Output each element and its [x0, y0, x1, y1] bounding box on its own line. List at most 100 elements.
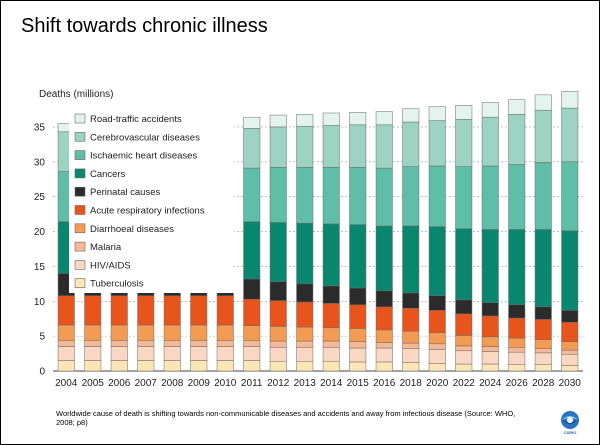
bar-segment [508, 229, 526, 305]
bar-segment [296, 283, 314, 303]
x-tick-label: 2024 [479, 378, 502, 389]
bar-segment [428, 226, 446, 296]
bar-segment [534, 364, 552, 372]
bar-segment [481, 116, 499, 167]
bar-segment [57, 360, 75, 372]
bar-segment [322, 223, 340, 287]
y-tick-label: 5 [39, 332, 45, 343]
bar-segment [216, 360, 234, 372]
legend-label: Road-traffic accidents [90, 114, 182, 125]
y-tick-label: 30 [34, 157, 46, 168]
bar-segment [375, 111, 393, 126]
bar-segment [190, 295, 208, 326]
svg-text:CSIRO: CSIRO [564, 430, 577, 435]
legend-label: Ischaemic heart diseases [90, 151, 197, 162]
legend-label: Cancers [90, 169, 126, 180]
bar-segment [163, 360, 181, 372]
bar-segment [296, 167, 314, 224]
x-tick-label: 2020 [426, 378, 449, 389]
bar-segment [428, 295, 446, 311]
bar-segment [216, 324, 234, 341]
slide-caption: Worldwide cause of death is shifting tow… [56, 409, 516, 427]
y-tick-label: 10 [34, 297, 46, 308]
bar-segment [243, 221, 261, 280]
x-tick-label: 2014 [320, 378, 343, 389]
legend-swatch [74, 205, 86, 215]
bar-segment [296, 222, 314, 285]
x-tick-label: 2013 [294, 378, 317, 389]
legend-swatch [74, 223, 86, 234]
bar-segment [534, 319, 552, 340]
bar-segment [322, 167, 340, 225]
bar-segment [216, 340, 234, 347]
bar-segment [455, 363, 473, 372]
bar-segment [561, 341, 579, 351]
bar-segment [455, 228, 473, 301]
bar-segment [508, 114, 526, 165]
bar-segment [428, 349, 446, 364]
bar-segment [349, 287, 367, 305]
bar-segment [269, 347, 287, 362]
bar-segment [508, 347, 526, 353]
bar-segment [534, 348, 552, 354]
x-tick-label: 2004 [55, 378, 78, 389]
bar-segment [349, 167, 367, 225]
bar-segment [269, 300, 287, 327]
bar-segment [243, 116, 261, 129]
bar-segment [561, 365, 579, 372]
bar-segment [269, 126, 287, 168]
bar-segment [243, 167, 261, 223]
bar-segment [534, 229, 552, 308]
bar-segment [110, 295, 128, 326]
legend-swatch [74, 150, 86, 160]
bar-segment [163, 346, 181, 361]
y-tick-label: 20 [34, 227, 46, 238]
bar-segment [322, 347, 340, 362]
bar-segment [534, 109, 552, 163]
bar-segment [508, 304, 526, 319]
bar-segment [296, 340, 314, 348]
x-tick-label: 2010 [214, 378, 237, 389]
bar-segment [349, 347, 367, 363]
bar-segment [216, 295, 234, 326]
legend-swatch [74, 113, 86, 124]
bar-segment [296, 347, 314, 362]
bar-segment [375, 329, 393, 343]
bar-segment [402, 362, 420, 372]
bar-segment [349, 361, 367, 372]
legend-label: Cerebrovascular diseases [90, 132, 200, 143]
bar-segment [243, 360, 261, 372]
bar-segment [561, 107, 579, 163]
bar-segment [190, 346, 208, 361]
legend-label: Acute respiratory infections [90, 206, 205, 217]
bar-segment [57, 295, 75, 326]
legend-label: Tuberculosis [90, 279, 144, 290]
bar-segment [349, 341, 367, 349]
bar-segment [243, 340, 261, 347]
bar-segment [296, 301, 314, 328]
bar-segment [137, 324, 155, 341]
bar-segment [561, 161, 579, 232]
bar-segment [428, 120, 446, 167]
bar-segment [508, 351, 526, 365]
legend-swatch [74, 241, 86, 252]
bar-segment [561, 354, 579, 366]
bar-segment [322, 327, 340, 342]
legend-label: Malaria [90, 242, 122, 253]
bar-segment [322, 360, 340, 372]
bar-segment [296, 125, 314, 168]
bar-segment [402, 108, 420, 123]
bar-segment [57, 340, 75, 347]
legend-swatch [74, 278, 86, 289]
y-tick-label: 35 [34, 122, 46, 133]
bar-segment [349, 112, 367, 126]
bar-segment [561, 349, 579, 355]
bar-segment [322, 125, 340, 168]
bar-segment [269, 326, 287, 342]
x-tick-label: 2030 [559, 378, 582, 389]
bar-segment [84, 340, 102, 347]
bar-segment [402, 331, 420, 344]
bar-segment [349, 224, 367, 289]
bar-segment [481, 102, 499, 118]
